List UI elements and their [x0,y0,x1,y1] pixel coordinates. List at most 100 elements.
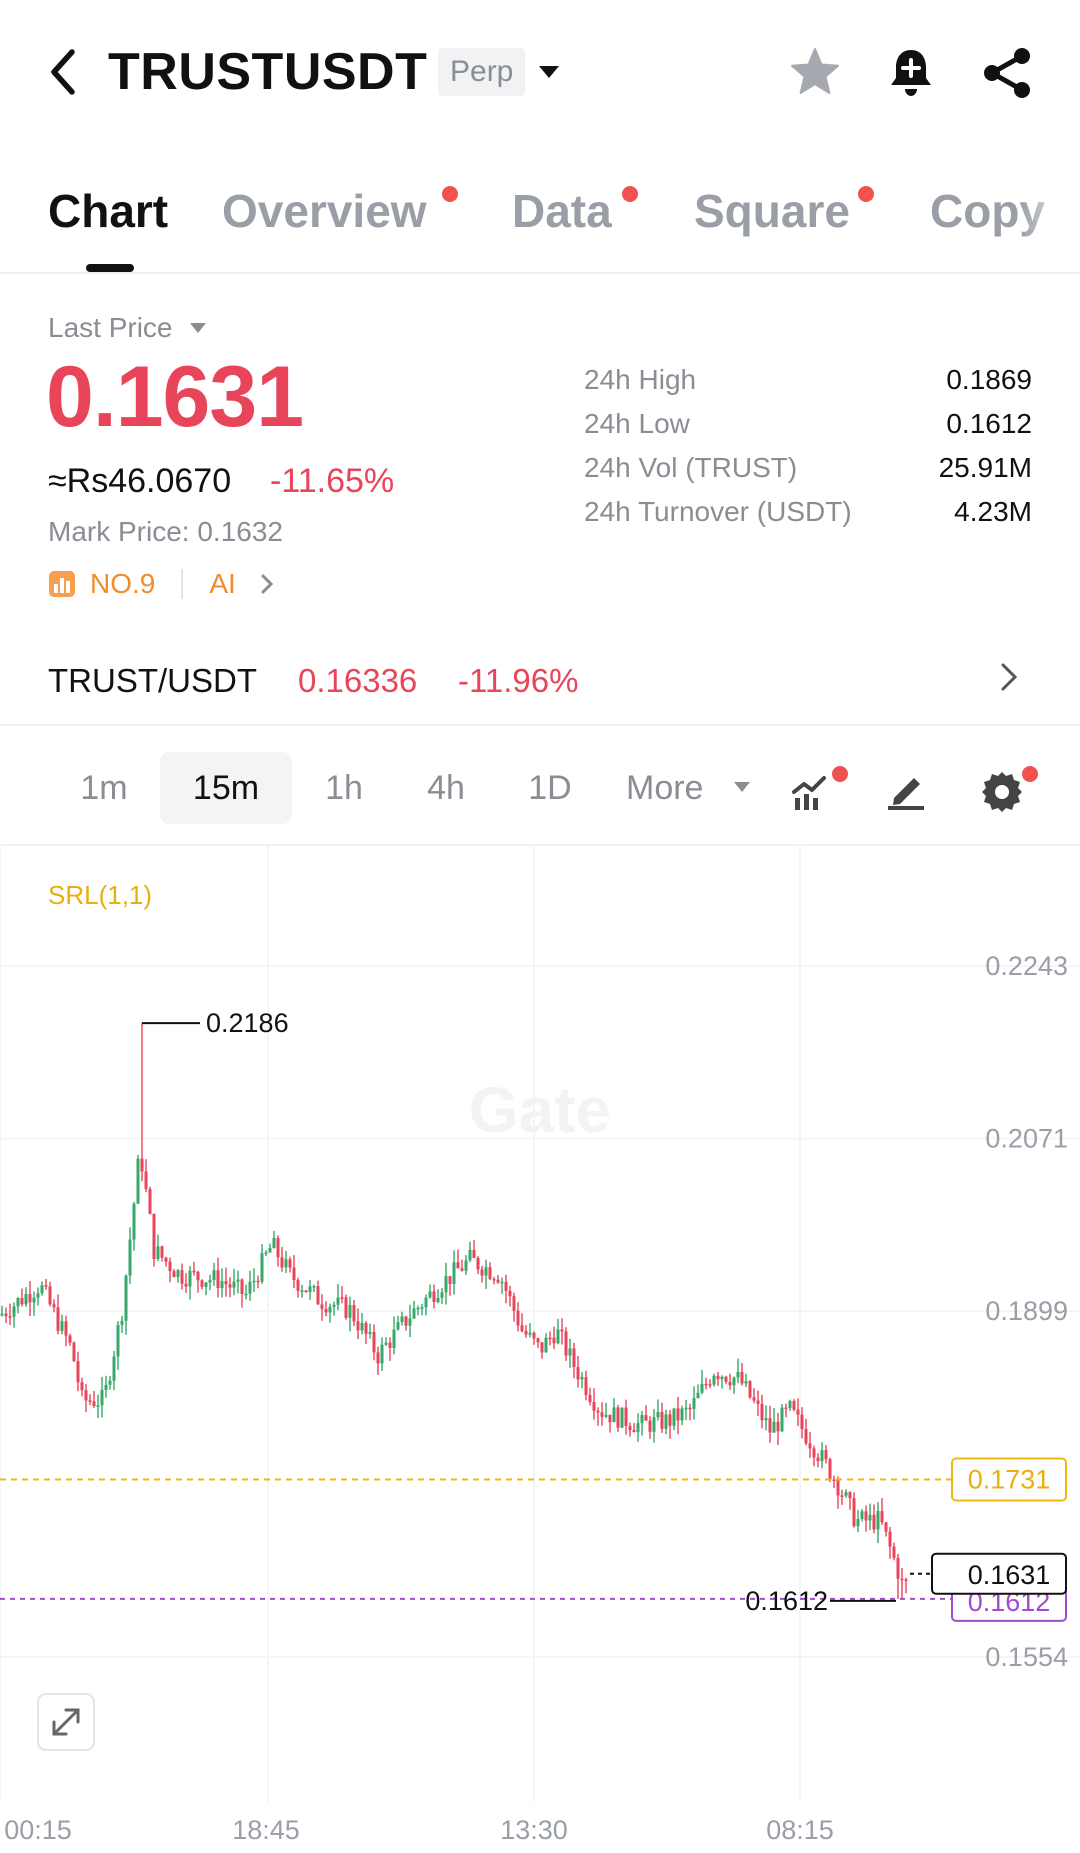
share-icon[interactable] [978,44,1036,102]
indicators-icon[interactable] [790,768,834,812]
candle-body [572,1348,576,1368]
tab-chart[interactable]: Chart [48,185,169,237]
interval-15m[interactable]: 15m [160,752,292,824]
candle-body [92,1401,96,1407]
candle-body [444,1276,448,1293]
candle-body [636,1423,640,1433]
candle-body [468,1249,472,1261]
candlestick-chart[interactable]: Gate 0.2243 0.2071 0.1899 0.1554 00:15 18:45 1… [0,846,1080,1853]
candle-body [612,1407,616,1423]
tab-square[interactable]: Square [694,185,850,237]
candle-body [88,1400,92,1402]
candle-body [60,1321,64,1331]
candle-body [228,1284,232,1288]
rank-row[interactable]: NO.9 AI [48,566,274,602]
candle-body [68,1335,72,1343]
candle-body [856,1518,860,1527]
candle-body [432,1291,436,1302]
interval-4h[interactable]: 4h [427,769,465,807]
stat-24h-high: 24h High 0.1869 [584,364,1032,395]
interval-1m[interactable]: 1m [80,769,128,807]
candle-body [32,1297,36,1303]
candle-body [684,1407,688,1410]
interval-more[interactable]: More [626,769,704,807]
candle-body [848,1492,852,1499]
candle-body [724,1376,728,1382]
app-header: TRUSTUSDT Perp [0,0,1080,140]
candle-body [12,1306,16,1317]
yellow-price-label: 0.1731 [968,1464,1051,1494]
candle-body [520,1325,524,1331]
perp-badge[interactable]: Perp [438,48,526,96]
fiat-price: ≈Rs46.0670 [48,462,232,500]
candle-body [780,1407,784,1432]
candle-body [328,1306,332,1313]
tab-data[interactable]: Data [512,185,612,237]
candle-body [524,1330,528,1335]
candle-body [864,1511,868,1521]
interval-1d[interactable]: 1D [528,769,572,807]
candle-body [672,1408,676,1426]
candle-body [320,1304,324,1309]
x-axis-tick: 18:45 [232,1815,300,1845]
indicator-label[interactable]: SRL(1,1) [48,880,153,910]
candle-body [180,1270,184,1284]
candle-body [640,1415,644,1424]
spot-price: 0.16336 [298,662,418,699]
candle-body [872,1514,876,1530]
x-axis-tick: 00:15 [4,1815,72,1845]
tab-overview[interactable]: Overview [222,185,427,237]
notification-dot [832,766,848,782]
candle-body [156,1246,160,1260]
add-alert-bell-icon[interactable] [882,44,940,102]
candle-body [528,1332,532,1335]
candle-body [184,1283,188,1287]
caret-down-icon[interactable] [734,782,750,793]
active-tab-indicator [86,264,134,272]
candle-body [796,1409,800,1415]
candle-body [516,1310,520,1326]
candle-body [248,1281,252,1294]
candle-body [496,1279,500,1283]
candle-body [192,1270,196,1273]
candle-body [896,1558,900,1579]
expand-chart-button[interactable] [37,1693,95,1751]
caret-down-icon[interactable] [190,323,206,334]
settings-gear-icon[interactable] [980,768,1024,812]
mark-price-label: Mark Price: [48,516,190,547]
last-price-label[interactable]: Last Price [48,312,173,343]
candle-body [160,1246,164,1258]
candle-body [124,1275,128,1321]
back-icon[interactable] [44,46,84,98]
candle-body [188,1270,192,1287]
chevron-down-icon[interactable] [538,64,560,80]
candle-body [456,1262,460,1269]
candle-body [700,1383,704,1393]
spot-pair-row[interactable]: TRUST/USDT 0.16336 -11.96% [0,638,1080,726]
candle-body [408,1318,412,1326]
candle-body [312,1286,316,1288]
candle-body [508,1290,512,1297]
candle-body [412,1308,416,1319]
candle-body [804,1428,808,1444]
candle-body [220,1281,224,1289]
candle-body [20,1297,24,1305]
star-icon[interactable] [786,44,844,102]
candle-body [812,1448,816,1458]
candle-body [100,1389,104,1406]
candle-body [368,1332,372,1334]
candle-body [888,1531,892,1547]
candle-body [132,1203,136,1240]
candle-body [388,1342,392,1348]
kline-chart[interactable]: Gate 0.2243 0.2071 0.1899 0.1554 00:15 18:45 1… [0,846,1080,1853]
candle-body [808,1443,812,1449]
draw-pencil-icon[interactable] [884,768,928,812]
y-axis-tick: 0.2243 [985,951,1068,981]
candle-body [868,1514,872,1521]
candle-body [336,1297,340,1305]
candle-body [592,1401,596,1411]
candle-body [584,1377,588,1395]
candle-body [744,1381,748,1384]
interval-1h[interactable]: 1h [325,769,363,807]
candle-body [536,1338,540,1343]
